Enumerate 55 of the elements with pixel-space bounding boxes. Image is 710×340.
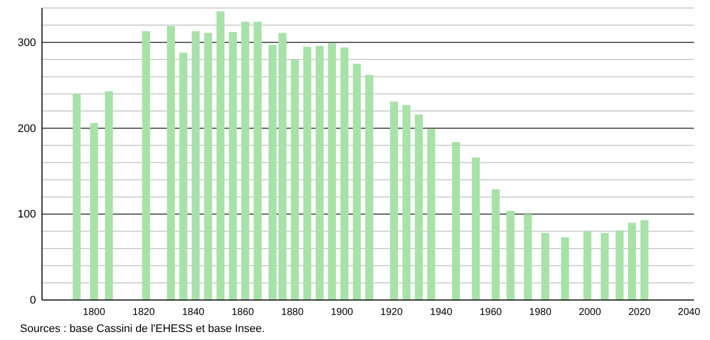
x-tick-label: 1880 xyxy=(281,307,304,318)
bar xyxy=(492,189,500,300)
bar xyxy=(628,222,636,300)
bar xyxy=(204,32,212,300)
bar xyxy=(228,32,237,300)
bar xyxy=(90,123,98,300)
bar xyxy=(561,237,570,300)
bar xyxy=(541,233,550,300)
y-tick-label: 0 xyxy=(30,294,36,307)
x-tick-label: 1960 xyxy=(480,307,502,318)
bar xyxy=(390,102,398,300)
bar xyxy=(72,94,81,300)
bar xyxy=(616,230,624,300)
x-tick-label: 1920 xyxy=(380,307,404,318)
bar xyxy=(583,231,592,300)
bar xyxy=(328,43,336,300)
bar xyxy=(241,22,250,300)
y-tick-label: 200 xyxy=(18,122,36,135)
bar xyxy=(179,52,188,300)
x-tick-label: 1900 xyxy=(330,307,354,318)
x-tick-label: 1980 xyxy=(529,307,552,318)
bar xyxy=(427,129,436,300)
x-tick-label: 1800 xyxy=(82,307,106,318)
bar xyxy=(506,210,515,300)
bar xyxy=(402,105,410,300)
bar xyxy=(600,233,609,300)
bar xyxy=(352,64,361,300)
bar xyxy=(524,214,532,300)
bar xyxy=(268,44,277,300)
y-tick-label: 300 xyxy=(18,36,36,49)
bar xyxy=(278,32,286,300)
bar xyxy=(192,31,200,300)
bar xyxy=(142,31,150,300)
bar xyxy=(166,26,175,300)
bar xyxy=(414,114,423,300)
bar xyxy=(290,60,299,300)
bar xyxy=(216,11,224,300)
bar xyxy=(254,22,262,300)
x-tick-label: 2000 xyxy=(578,307,602,318)
bar xyxy=(316,46,324,300)
x-tick-label: 1940 xyxy=(430,307,453,318)
bar xyxy=(452,142,460,300)
x-tick-label: 2040 xyxy=(678,307,701,318)
bar xyxy=(340,48,348,300)
bar xyxy=(640,220,648,300)
bar xyxy=(365,74,374,300)
source-note: Sources : base Cassini de l'EHESS et base Insee. xyxy=(20,323,265,335)
bar xyxy=(104,91,113,300)
x-tick-label: 1820 xyxy=(132,307,156,318)
x-tick-label: 1840 xyxy=(182,307,205,318)
bar xyxy=(472,157,480,300)
x-tick-label: 1860 xyxy=(232,307,254,318)
y-tick-label: 100 xyxy=(18,208,36,221)
x-tick-label: 2020 xyxy=(628,307,652,318)
bar xyxy=(303,46,312,300)
